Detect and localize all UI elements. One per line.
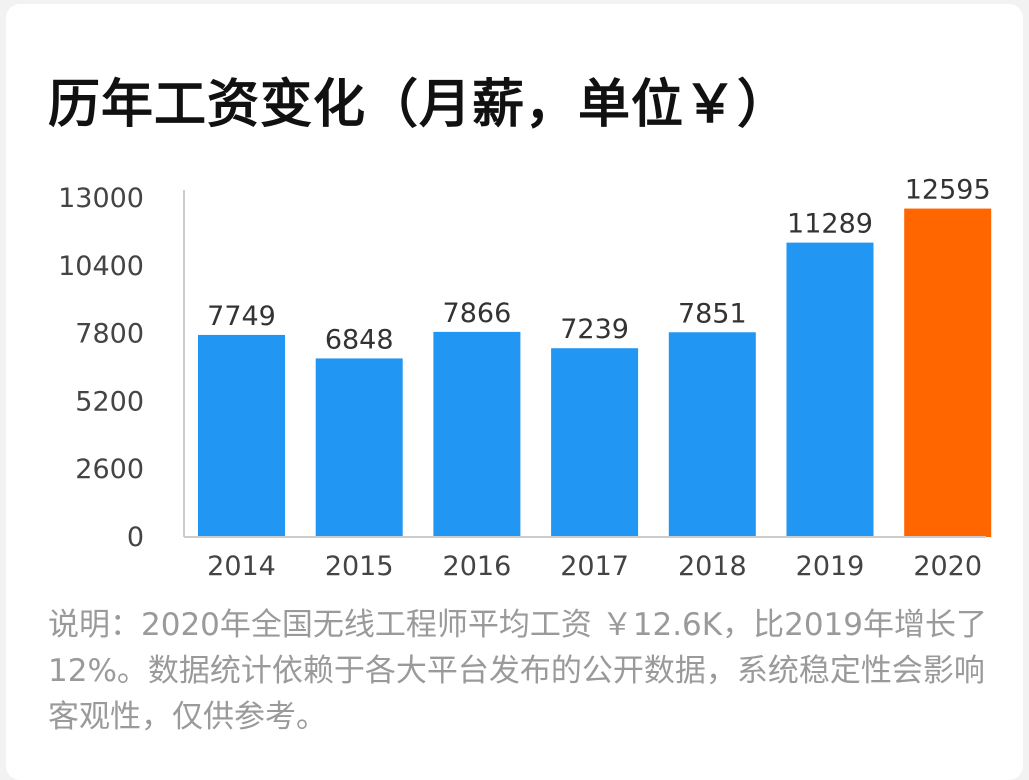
bar-2017 (551, 348, 639, 537)
x-tick-label-2019: 2019 (796, 551, 865, 582)
data-label-2020: 12595 (905, 175, 991, 206)
data-label-2019: 11289 (787, 209, 873, 240)
bar-2014 (198, 334, 285, 537)
chart-note: 说明：2020年全国无线工程师平均工资 ￥12.6K，比2019年增长了12%。… (48, 607, 987, 735)
y-tick-label: 7800 (75, 319, 144, 350)
y-axis: 0 2600 5200 7800 10400 13000 (58, 183, 185, 553)
data-label-2015: 6848 (325, 324, 394, 355)
bar-2018 (668, 332, 756, 537)
x-tick-label-2017: 2017 (560, 551, 629, 582)
x-tick-label-2020: 2020 (913, 551, 982, 582)
data-label-2016: 7866 (443, 298, 512, 329)
x-tick-label-2015: 2015 (325, 551, 394, 582)
data-label-2014: 7749 (207, 301, 276, 332)
y-tick-label: 5200 (75, 386, 144, 417)
x-tick-label-2016: 2016 (443, 551, 512, 582)
data-label-2017: 7239 (560, 314, 629, 345)
y-tick-label: 13000 (58, 183, 144, 214)
y-tick-label: 10400 (58, 251, 144, 282)
bar-2020 (904, 208, 992, 537)
data-label-2018: 7851 (678, 298, 747, 329)
x-axis: 2014 2015 2016 2017 2018 2019 2020 (184, 536, 986, 582)
x-tick-label-2018: 2018 (678, 551, 747, 582)
chart-title: 历年工资变化（月薪，单位￥） (48, 75, 791, 135)
bar-2019 (786, 242, 874, 537)
bar-2016 (433, 331, 521, 537)
y-tick-label: 2600 (75, 454, 144, 485)
bar-chart: 0 2600 5200 7800 10400 13000 7749 6848 7866 7239… (58, 175, 992, 582)
y-tick-label: 0 (127, 522, 144, 553)
bars: 7749 6848 7866 7239 7851 11289 12595 (198, 175, 992, 537)
x-tick-label-2014: 2014 (207, 551, 276, 582)
chart-card: 历年工资变化（月薪，单位￥） 0 2600 5200 7800 10400 13000 7… (6, 4, 1023, 780)
bar-2015 (315, 358, 403, 537)
